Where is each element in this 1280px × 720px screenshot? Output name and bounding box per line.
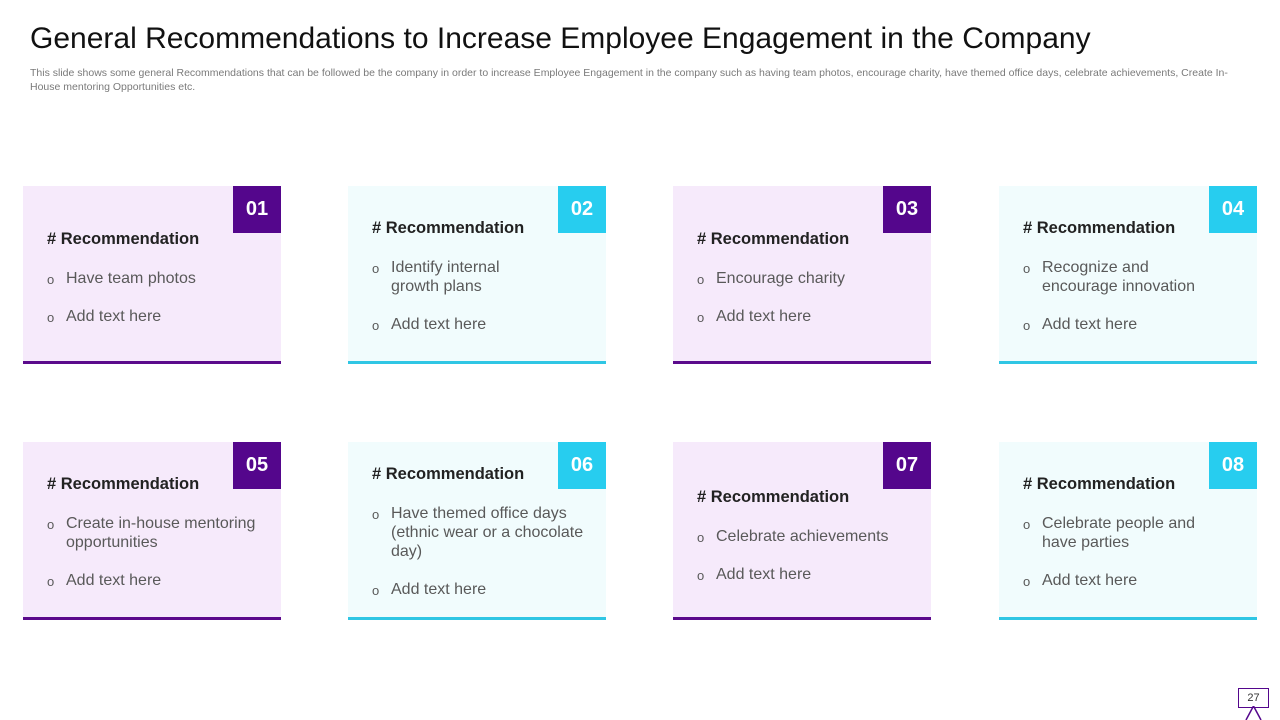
card-number-badge: 08 [1209,442,1257,489]
circle-bullet-icon: o [697,567,705,583]
slide-title: General Recommendations to Increase Empl… [30,22,1091,55]
circle-bullet-icon: o [1023,574,1031,589]
circle-bullet-icon: o [1023,517,1031,532]
list-item: o Add text here [47,307,261,326]
bullet-text: Create in-house mentoring opportunities [66,515,256,551]
bullet-text: Have themed office days (ethnic wear or … [391,504,584,560]
card-heading: # Recommendation [1023,219,1176,237]
bullet-text: Celebrate people and have parties [1042,515,1196,551]
circle-bullet-icon: o [47,517,55,532]
recommendation-card-04: 04 # Recommendation o Recognize and encou… [999,186,1257,364]
slide-subtitle: This slide shows some general Recommenda… [30,67,1228,93]
card-number-badge: 06 [558,442,606,489]
bullet-list: o Have team photos o Add text here [47,269,261,326]
bullet-text: Encourage charity [716,269,845,287]
card-heading: # Recommendation [47,229,200,248]
card-number-badge: 04 [1209,186,1257,233]
list-item: o Have themed office days (ethnic wear or… [372,504,586,561]
card-number-badge: 05 [233,442,281,489]
list-item: o Add text here [697,307,911,326]
list-item: o Have team photos [47,269,261,288]
card-heading: # Recommendation [372,219,525,237]
card-heading: # Recommendation [697,487,850,506]
bullet-text: Identify internal growth plans [391,259,500,295]
circle-bullet-icon: o [47,574,55,589]
bullet-text: Add text here [1042,316,1138,333]
recommendation-card-07: 07 # Recommendation o Celebrate achieveme… [673,442,931,620]
circle-bullet-icon: o [47,271,55,287]
list-item: o Add text here [1023,315,1207,334]
bullet-list: o Have themed office days (ethnic wear or… [372,504,586,599]
list-item: o Celebrate achievements [697,527,911,546]
card-number-badge: 02 [558,186,606,233]
bullet-text: Add text here [66,307,162,325]
recommendation-card-03: 03 # Recommendation o Encourage charity o… [673,186,931,364]
bullet-list: o Identify internal growth plans o Add tex… [372,258,586,334]
bullet-list: o Celebrate achievements o Add text here [697,527,911,584]
card-number-badge: 03 [883,186,931,233]
bullet-text: Celebrate achievements [716,527,889,545]
circle-bullet-icon: o [372,506,380,522]
list-item: o Create in-house mentoring opportunities [47,514,261,552]
bullet-text: Add text here [716,565,812,583]
recommendation-card-08: 08 # Recommendation o Celebrate people an… [999,442,1257,620]
card-heading: # Recommendation [697,229,850,248]
recommendation-card-05: 05 # Recommendation o Create in-house men… [23,442,281,620]
bullet-text: Add text here [391,580,487,598]
recommendation-card-02: 02 # Recommendation o Identify internal g… [348,186,606,364]
card-number-badge: 01 [233,186,281,233]
circle-bullet-icon: o [697,271,705,287]
circle-bullet-icon: o [697,529,705,545]
card-number-badge: 07 [883,442,931,489]
list-item: o Recognize and encourage innovation [1023,258,1207,296]
recommendation-card-06: 06 # Recommendation o Have themed office … [348,442,606,620]
bullet-list: o Create in-house mentoring opportunities… [47,514,261,590]
circle-bullet-icon: o [372,318,380,333]
bullet-text: Add text here [716,307,812,325]
bullet-list: o Recognize and encourage innovation o Add… [1023,258,1237,334]
bullet-text: Have team photos [66,269,196,287]
list-item: o Add text here [697,565,911,584]
page-number: 27 [1238,688,1269,708]
bullet-list: o Celebrate people and have parties o Add … [1023,514,1237,590]
card-heading: # Recommendation [47,475,200,493]
card-heading: # Recommendation [1023,475,1176,493]
list-item: o Add text here [372,580,586,599]
circle-bullet-icon: o [1023,318,1031,333]
circle-bullet-icon: o [697,309,705,325]
bullet-text: Add text here [66,572,162,589]
card-heading: # Recommendation [372,464,525,483]
list-item: o Celebrate people and have parties [1023,514,1213,552]
list-item: o Add text here [1023,571,1213,590]
bullet-text: Recognize and encourage innovation [1042,259,1196,295]
circle-bullet-icon: o [372,261,380,276]
list-item: o Add text here [47,571,261,590]
circle-bullet-icon: o [47,309,55,325]
easel-icon [1245,706,1262,720]
list-item: o Identify internal growth plans [372,258,546,296]
bullet-text: Add text here [1042,572,1138,589]
bullet-text: Add text here [391,316,487,333]
list-item: o Encourage charity [697,269,911,288]
list-item: o Add text here [372,315,546,334]
circle-bullet-icon: o [372,582,380,598]
bullet-list: o Encourage charity o Add text here [697,269,911,326]
circle-bullet-icon: o [1023,261,1031,276]
